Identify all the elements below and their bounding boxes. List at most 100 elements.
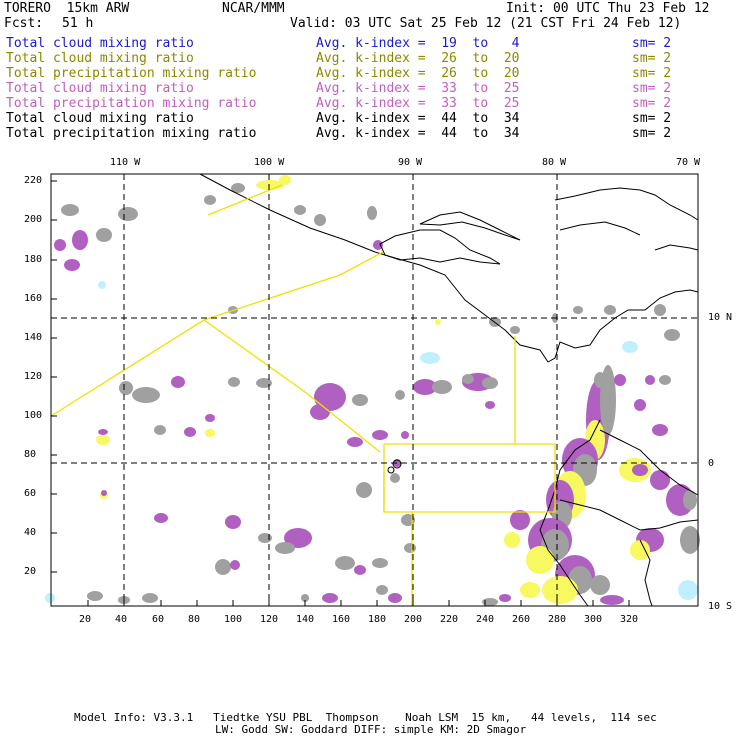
field-blob-lightblue [678, 580, 698, 600]
x-tick-label: 240 [476, 614, 495, 625]
field-blob-gray [96, 228, 112, 242]
y-tick-label: 20 [24, 566, 37, 577]
field-blob-gray [376, 585, 388, 595]
coastline-segment [654, 244, 699, 251]
x-tick-label: 180 [368, 614, 387, 625]
field-blob-gray [154, 425, 166, 435]
field-blob-gray [573, 306, 583, 314]
forecast-label: Fcst: [4, 16, 44, 31]
coastline [199, 173, 699, 607]
field-blob-yellow [96, 435, 110, 445]
field-blob-purple [314, 383, 346, 411]
init-time: Init: 00 UTC Thu 23 Feb 12 [506, 1, 710, 16]
legend-sm-5: sm= 2 [632, 111, 672, 126]
legend-kindex-3: Avg. k-index = 33 to 25 [316, 81, 520, 96]
field-blob-gray [228, 377, 240, 387]
field-blob-gray [314, 214, 326, 226]
y-tick-label: 140 [24, 332, 43, 343]
field-blob-yellow [279, 175, 291, 185]
lat-label: 10 S [708, 601, 733, 612]
field-blob-purple [645, 375, 655, 385]
coastline-segment [559, 221, 641, 236]
model-name: TORERO 15km ARW [4, 1, 130, 16]
lon-label: 110 W [110, 157, 141, 168]
field-blob-gray [590, 575, 610, 595]
y-tick-label: 220 [24, 175, 43, 186]
legend-sm-1: sm= 2 [632, 51, 672, 66]
y-tick-label: 60 [24, 488, 37, 499]
legend-kindex-4: Avg. k-index = 33 to 25 [316, 96, 520, 111]
field-blob-purple [650, 470, 670, 490]
coastline-segment [554, 187, 699, 221]
field-blob-purple [393, 459, 401, 467]
x-tick-label: 260 [512, 614, 531, 625]
legend-sm-2: sm= 2 [632, 66, 672, 81]
org-name: NCAR/MMM [222, 1, 285, 16]
x-tick-label: 200 [404, 614, 423, 625]
field-blob-purple [614, 374, 626, 386]
field-blob-gray [119, 381, 133, 395]
field-blob-purple [401, 431, 409, 439]
galapagos-island [392, 459, 402, 469]
plot-frame [50, 173, 699, 607]
field-blob-gray [659, 375, 671, 385]
y-tick-label: 160 [24, 293, 43, 304]
field-blob-gray [256, 378, 272, 388]
field-blob-gray [482, 377, 498, 389]
field-blob-purple [54, 239, 66, 251]
y-tick-label: 180 [24, 254, 43, 265]
x-tick-label: 40 [115, 614, 128, 625]
coastline-segment [379, 229, 501, 265]
field-blob-purple [72, 230, 88, 250]
field-blob-lightblue [622, 341, 638, 353]
field-blob-purple [101, 490, 107, 496]
legend-field-5: Total cloud mixing ratio [6, 111, 194, 126]
axis-tick-marks [51, 180, 630, 606]
boundary-line [203, 319, 381, 453]
x-tick-label: 60 [152, 614, 165, 625]
x-tick-label: 100 [224, 614, 243, 625]
x-tick-label: 280 [548, 614, 567, 625]
field-blob-gray [664, 329, 680, 341]
field-blob-purple [225, 515, 241, 529]
legend-field-4: Total precipitation mixing ratio [6, 96, 257, 111]
x-tick-label: 300 [584, 614, 603, 625]
legend-sm-3: sm= 2 [632, 81, 672, 96]
lon-label: 70 W [676, 157, 701, 168]
field-blob-purple [347, 437, 363, 447]
coastline-segment [639, 539, 653, 607]
field-blob-gray [432, 380, 452, 394]
coastline-segment [199, 173, 699, 363]
field-blob-gray [683, 490, 697, 510]
field-blob-yellow [504, 532, 520, 548]
field-blob-gray [142, 593, 158, 603]
galapagos-island [387, 466, 395, 474]
legend-field-0: Total cloud mixing ratio [6, 36, 194, 51]
field-blob-gray [301, 594, 309, 602]
lon-label: 100 W [254, 157, 285, 168]
field-blob-gray [404, 543, 416, 553]
legend-sm-0: sm= 2 [632, 36, 672, 51]
legend-field-3: Total cloud mixing ratio [6, 81, 194, 96]
legend-field-6: Total precipitation mixing ratio [6, 126, 257, 141]
field-blob-gray [462, 374, 474, 384]
legend-kindex-5: Avg. k-index = 44 to 34 [316, 111, 520, 126]
field-blob-purple [632, 464, 648, 476]
field-blob-lightblue [45, 593, 55, 603]
field-blob-purple [388, 593, 402, 603]
field-blob-gray [258, 533, 272, 543]
x-tick-label: 220 [440, 614, 459, 625]
footer-line-2: LW: Godd SW: Goddard DIFF: simple KM: 2D… [215, 723, 527, 736]
field-blob-purple [600, 595, 624, 605]
field-blob-gray [510, 326, 520, 334]
field-blob-gray [118, 207, 138, 221]
y-tick-label: 120 [24, 371, 43, 382]
lat-label: 10 N [708, 312, 733, 323]
field-blob-purple [510, 510, 530, 530]
x-tick-label: 80 [188, 614, 201, 625]
field-blob-yellow [630, 540, 650, 560]
x-tick-label: 160 [332, 614, 351, 625]
field-blob-gray [356, 482, 372, 498]
footer-line-1: Model Info: V3.3.1 Tiedtke YSU PBL Thomp… [74, 711, 657, 724]
